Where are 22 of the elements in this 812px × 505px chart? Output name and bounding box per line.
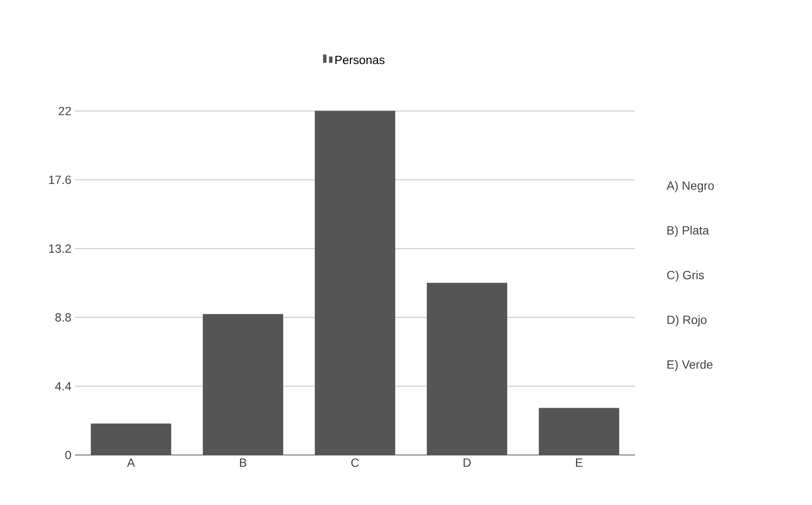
text: A) Negro — [666, 181, 714, 192]
bar — [314, 110, 396, 456]
y-tick-label: 17.6 — [49, 176, 71, 184]
legend-label: Personas — [335, 56, 384, 64]
y-tick-label: 4.4 — [55, 382, 72, 390]
x-tick-label: D — [464, 458, 471, 467]
y-tick-label: 13.2 — [49, 244, 71, 253]
bar — [202, 314, 284, 456]
bar — [538, 408, 620, 456]
y-tick-label: 22 — [58, 106, 71, 116]
text: D) Rojo — [668, 315, 707, 326]
text: C) Gris — [667, 270, 704, 282]
x-tick-label: C — [351, 458, 359, 467]
x-tick-label: E — [576, 458, 582, 467]
bar — [90, 424, 172, 456]
bar — [426, 282, 508, 456]
x-tick-label: A — [127, 458, 135, 467]
y-tick-label: 8.8 — [55, 313, 71, 322]
text: E) Verde — [668, 360, 713, 372]
text: B) Plata — [668, 226, 710, 237]
x-tick-label: B — [240, 458, 246, 467]
y-tick-label: 0 — [65, 450, 72, 460]
